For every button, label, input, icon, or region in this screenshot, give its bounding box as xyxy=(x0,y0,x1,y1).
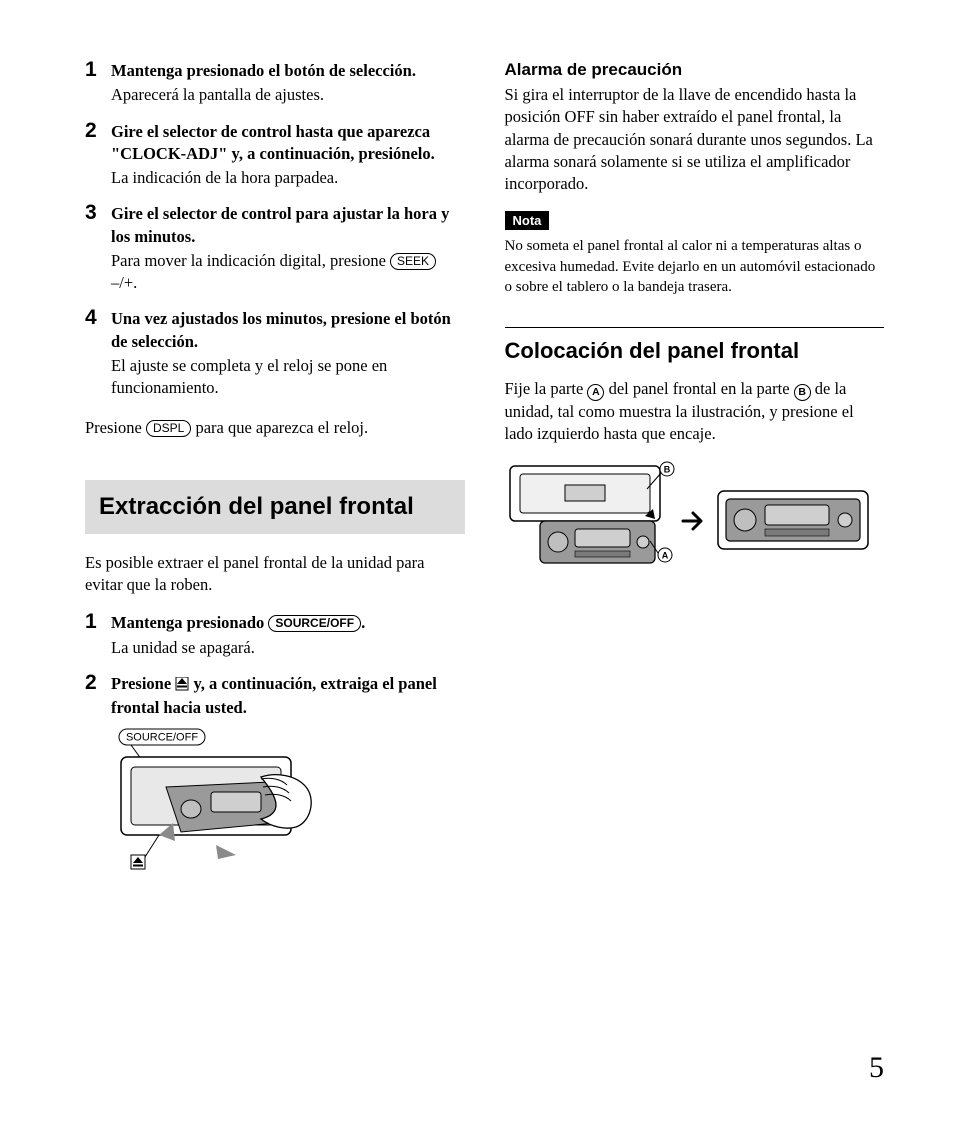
text-post: para que aparezca el reloj. xyxy=(191,418,368,437)
svg-text:SOURCE/OFF: SOURCE/OFF xyxy=(126,732,198,744)
step-detail: La indicación de la hora parpadea. xyxy=(111,167,465,189)
eject-icon xyxy=(175,675,189,697)
note-block: Nota No someta el panel frontal al calor… xyxy=(505,211,885,297)
colocacion-text: Fije la parte A del panel frontal en la … xyxy=(505,378,885,445)
bold-pre: Presione xyxy=(111,674,175,693)
page-number: 5 xyxy=(869,1051,884,1085)
page: 1 Mantenga presionado el botón de selecc… xyxy=(0,0,954,1127)
step-bold: Mantenga presionado SOURCE/OFF. xyxy=(111,613,365,632)
note-text: No someta el panel frontal al calor ni a… xyxy=(505,236,885,297)
step-bold: Gire el selector de control para ajustar… xyxy=(111,204,449,245)
text-pre: Presione xyxy=(85,418,146,437)
two-column-layout: 1 Mantenga presionado el botón de selecc… xyxy=(85,60,884,902)
step-number: 1 xyxy=(85,608,97,636)
step-4: 4 Una vez ajustados los minutos, presion… xyxy=(85,308,465,399)
step-bold: Presione y, a continuación, extraiga el … xyxy=(111,674,437,717)
ext-step-2: 2 Presione y, a continuación, extraiga e… xyxy=(85,673,465,884)
step-2: 2 Gire el selector de control hasta que … xyxy=(85,121,465,190)
detail-post: –/+. xyxy=(111,273,137,292)
extraccion-intro: Es posible extraer el panel frontal de l… xyxy=(85,552,465,597)
dspl-hint: Presione DSPL para que aparezca el reloj… xyxy=(85,417,465,439)
step-number: 2 xyxy=(85,117,97,145)
step-bold: Mantenga presionado el botón de selecció… xyxy=(111,61,416,80)
step-number: 3 xyxy=(85,199,97,227)
section-rule xyxy=(505,327,885,328)
svg-text:B: B xyxy=(663,465,670,475)
alarma-subheading: Alarma de precaución xyxy=(505,60,885,80)
detail-pre: Para mover la indicación digital, presio… xyxy=(111,251,390,270)
step-detail: El ajuste se completa y el reloj se pone… xyxy=(111,355,465,400)
step-number: 1 xyxy=(85,56,97,84)
right-column: Alarma de precaución Si gira el interrup… xyxy=(505,60,885,902)
ext-step-1: 1 Mantenga presionado SOURCE/OFF. La uni… xyxy=(85,612,465,659)
step-detail: La unidad se apagará. xyxy=(111,637,465,659)
attach-stage-1: B A xyxy=(505,461,675,586)
step-bold: Gire el selector de control hasta que ap… xyxy=(111,122,435,163)
panel-removal-illustration: SOURCE/OFF xyxy=(111,727,465,883)
heading-colocacion: Colocación del panel frontal xyxy=(505,338,885,364)
extraccion-steps-list: 1 Mantenga presionado SOURCE/OFF. La uni… xyxy=(85,612,465,883)
clock-steps-list: 1 Mantenga presionado el botón de selecc… xyxy=(85,60,465,399)
step-detail: Aparecerá la pantalla de ajustes. xyxy=(111,84,465,106)
text-pre: Fije la parte xyxy=(505,379,588,398)
step-bold: Una vez ajustados los minutos, presione … xyxy=(111,309,451,350)
svg-text:A: A xyxy=(661,551,668,561)
source-off-button-label: SOURCE/OFF xyxy=(268,615,361,632)
step-number: 4 xyxy=(85,304,97,332)
text-mid1: del panel frontal en la parte xyxy=(604,379,793,398)
arrow-icon xyxy=(681,508,707,539)
step-1: 1 Mantenga presionado el botón de selecc… xyxy=(85,60,465,107)
heading-extraccion: Extracción del panel frontal xyxy=(85,480,465,534)
seek-button-label: SEEK xyxy=(390,253,436,270)
note-label: Nota xyxy=(505,211,550,230)
alarma-text: Si gira el interruptor de la llave de en… xyxy=(505,84,885,195)
dspl-button-label: DSPL xyxy=(146,420,191,437)
attach-stage-2 xyxy=(713,481,873,566)
panel-attach-illustration: B A xyxy=(505,461,885,586)
step-3: 3 Gire el selector de control para ajust… xyxy=(85,203,465,294)
bold-pre: Mantenga presionado xyxy=(111,613,268,632)
bold-post: . xyxy=(361,613,365,632)
circled-a-icon: A xyxy=(587,384,604,401)
left-column: 1 Mantenga presionado el botón de selecc… xyxy=(85,60,465,902)
circled-b-icon: B xyxy=(794,384,811,401)
step-number: 2 xyxy=(85,669,97,697)
step-detail: Para mover la indicación digital, presio… xyxy=(111,250,465,295)
